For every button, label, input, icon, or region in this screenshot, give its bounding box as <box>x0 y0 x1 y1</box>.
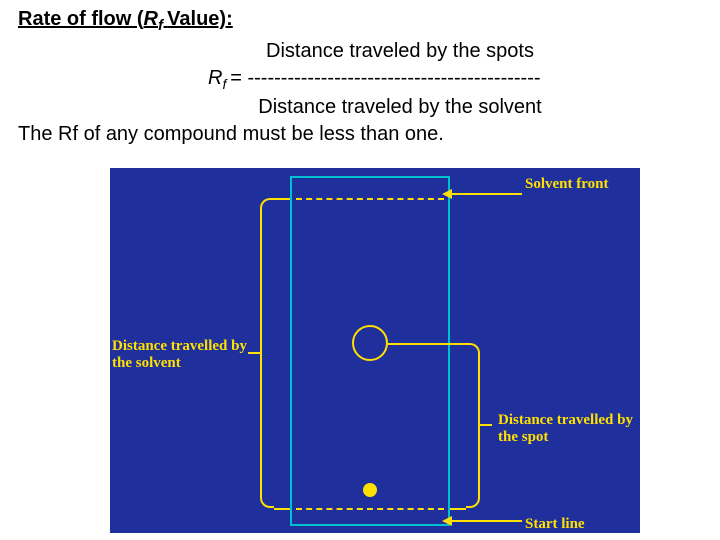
formula-denominator: Distance traveled by the solvent <box>98 94 702 121</box>
formula-rf-line: Rf = -----------------------------------… <box>208 65 702 94</box>
label-dist-spot-l1: Distance travelled by <box>498 412 633 428</box>
start-to-leftbracket-connector <box>274 508 290 510</box>
arrow-solvent-front-head <box>442 189 452 199</box>
start-to-bracket-connector <box>450 508 466 510</box>
title-suffix: Value): <box>167 8 233 30</box>
arrow-solvent-front-shaft <box>450 193 522 195</box>
solvent-front-line <box>296 198 444 200</box>
formula-numerator: Distance traveled by the spots <box>98 38 702 65</box>
label-solvent-front: Solvent front <box>525 176 608 193</box>
label-dist-solvent: Distance travelled by the solvent <box>112 338 252 371</box>
label-dist-solvent-l2: the solvent <box>112 355 181 371</box>
developed-spot <box>352 325 388 361</box>
arrow-start-line-head <box>442 516 452 526</box>
origin-spot <box>363 483 377 497</box>
bracket-spot-tick <box>480 424 492 426</box>
arrow-start-line-shaft <box>450 520 522 522</box>
spot-to-bracket-connector <box>388 343 466 345</box>
page-title: Rate of flow (Rf Value): <box>18 8 233 30</box>
formula-rf-R: R <box>208 67 222 89</box>
formula-dashes: ----------------------------------------… <box>247 67 540 89</box>
label-dist-spot-l2: the spot <box>498 429 548 445</box>
bracket-solvent-distance <box>260 198 274 508</box>
label-start-line: Start line <box>525 516 585 533</box>
label-dist-spot: Distance travelled by the spot <box>498 412 648 445</box>
front-to-leftbracket-connector <box>274 198 290 200</box>
title-rf-R: R <box>144 8 158 30</box>
formula-eq: = <box>230 67 247 89</box>
title-rf-f: f <box>158 17 167 34</box>
tlc-diagram: Solvent front Start line Distance travel… <box>110 168 640 533</box>
label-dist-solvent-l1: Distance travelled by <box>112 338 247 354</box>
bracket-spot-distance <box>466 343 480 508</box>
rf-formula: Distance traveled by the spots Rf = ----… <box>18 38 702 121</box>
rf-note: The Rf of any compound must be less than… <box>18 121 702 148</box>
start-line <box>296 508 444 510</box>
title-prefix: Rate of flow ( <box>18 8 144 30</box>
